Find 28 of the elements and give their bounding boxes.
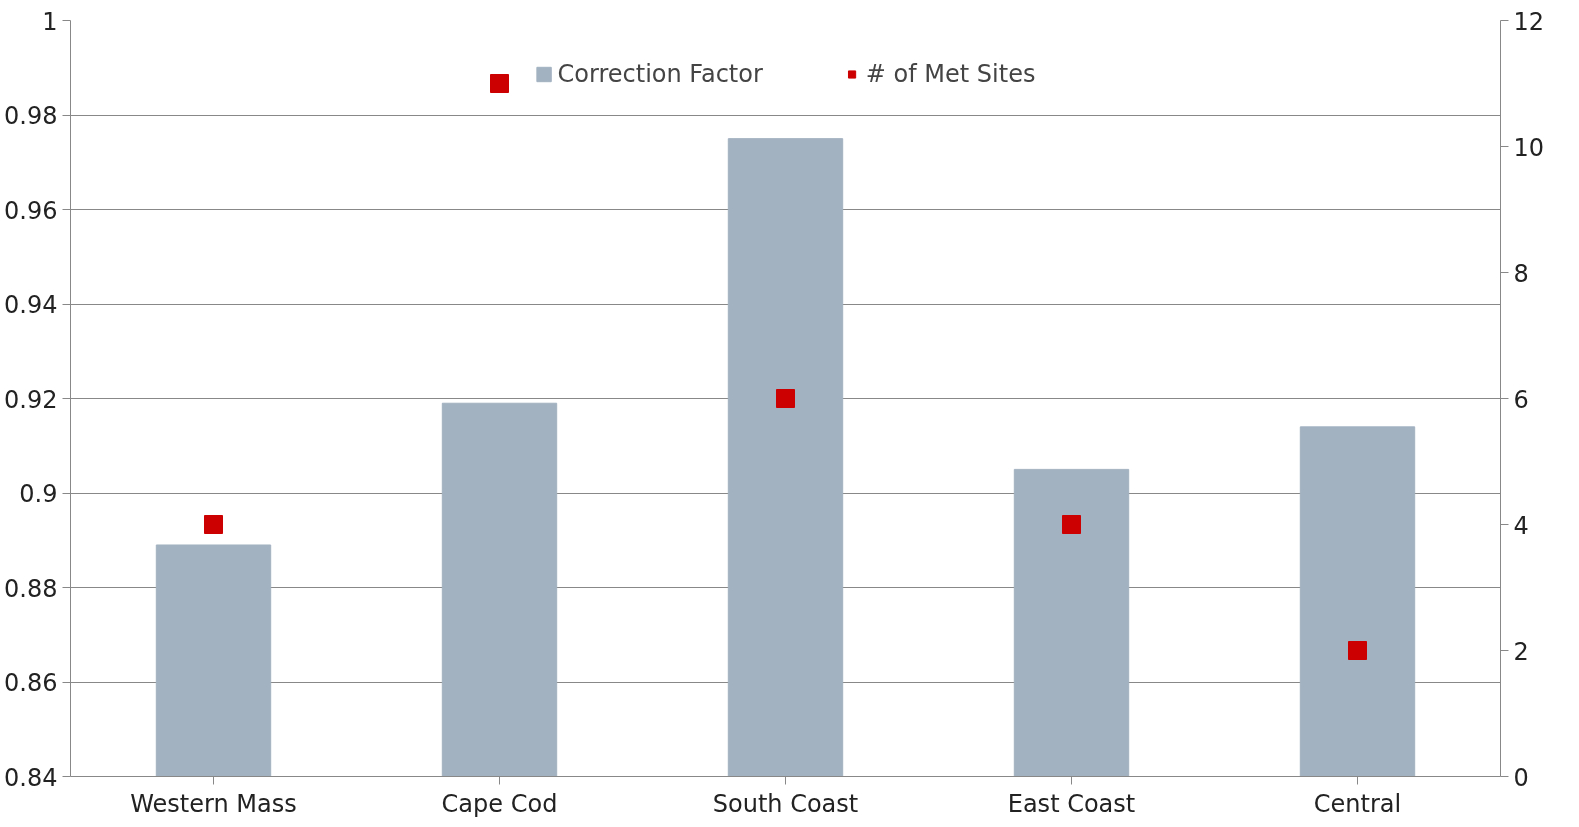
y-tick-label: 0.98 [4, 102, 58, 130]
x-tick-label: Central [1313, 789, 1402, 818]
point [1062, 515, 1081, 534]
y-tick-label: 0.96 [4, 196, 58, 225]
point [490, 74, 509, 93]
point [776, 389, 795, 408]
point [204, 515, 223, 534]
y-tick-label: 1 [42, 7, 58, 36]
legend-label: Correction Factor [557, 60, 763, 88]
y2-tick-label: 4 [1513, 511, 1529, 540]
legend-label: # of Met Sites [865, 60, 1036, 88]
y2-tick-label: 8 [1513, 259, 1529, 288]
point [1348, 641, 1367, 660]
y-tick-label: 0.92 [4, 385, 58, 414]
y-tick-label: 0.86 [4, 669, 58, 697]
x-tick-label: Western Mass [130, 789, 297, 818]
y2-tick-label: 6 [1513, 385, 1529, 414]
x-tick-label: South Coast [712, 789, 859, 818]
y-tick-label: 0.94 [4, 291, 58, 319]
x-tick-label: Cape Cod [441, 789, 558, 818]
x-tick-label: East Coast [1007, 789, 1136, 818]
y2-tick-label: 2 [1513, 637, 1529, 666]
y2-tick-label: 12 [1513, 7, 1545, 36]
y2-tick-label: 10 [1513, 133, 1545, 162]
y-tick-label: 0.9 [19, 480, 58, 508]
y2-tick-label: 0 [1513, 763, 1529, 792]
y-tick-label: 0.84 [4, 763, 58, 792]
y-tick-label: 0.88 [4, 574, 58, 603]
